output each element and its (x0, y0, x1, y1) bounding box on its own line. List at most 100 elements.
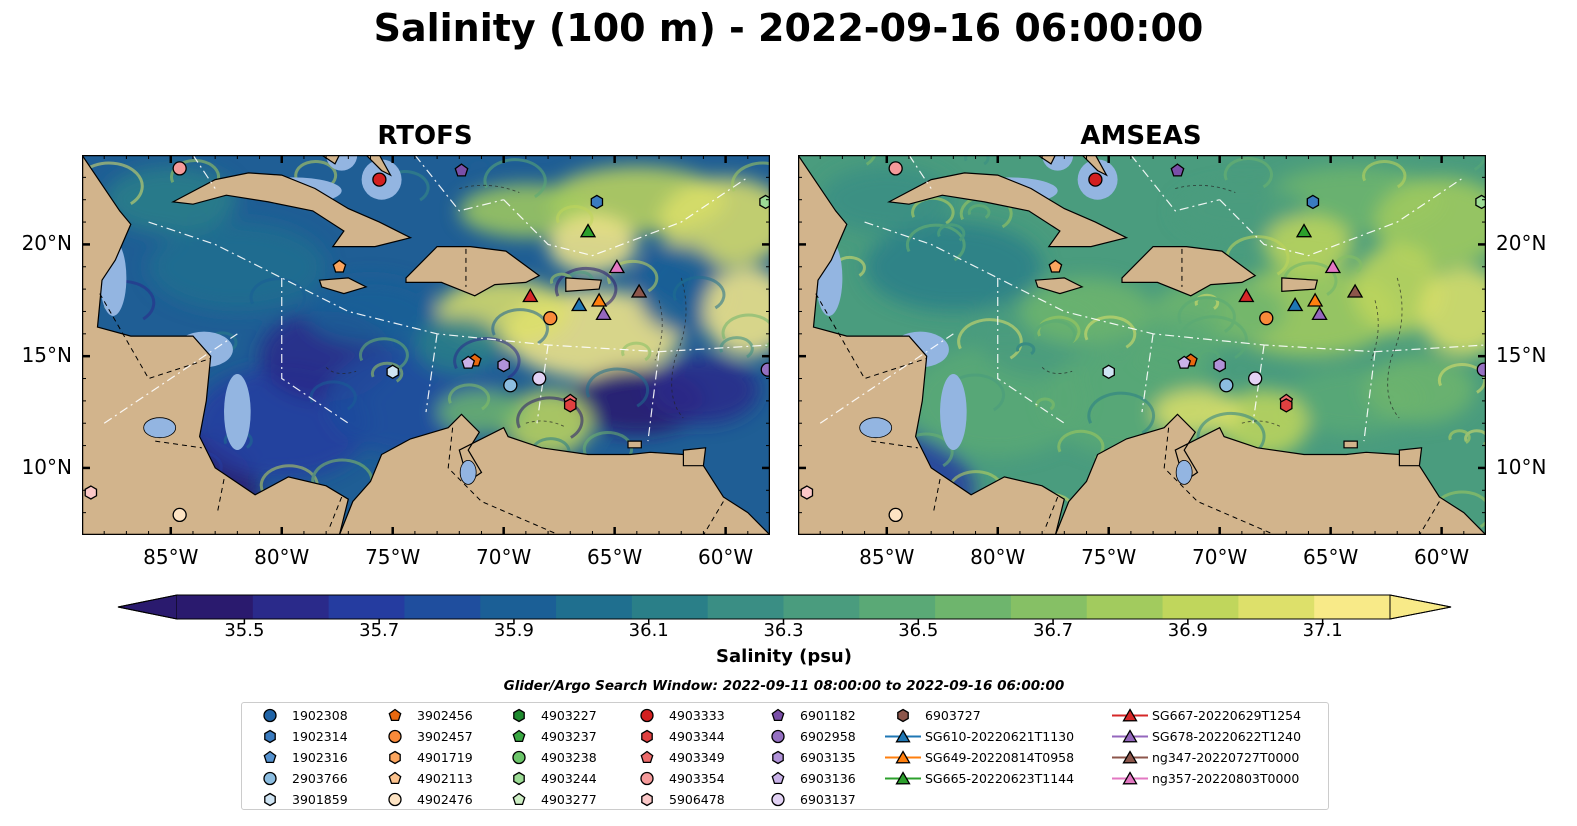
legend-marker (388, 771, 402, 785)
platform-legend: 1902308 1902314 1902316 2903766 3901859 39024… (241, 702, 1329, 810)
legend-label: 6902958 (800, 729, 856, 744)
legend-marker-icon (641, 792, 653, 807)
legend-marker-icon (512, 792, 526, 806)
legend-entry: 4903277 (499, 789, 597, 810)
legend-marker-icon (771, 792, 785, 807)
platform-marker-12 (1346, 283, 1364, 298)
x-tick-label: 70°W (476, 545, 532, 569)
legend-entry: 3901859 (250, 789, 348, 810)
legend-label: 3902456 (417, 708, 473, 723)
legend-marker (771, 729, 785, 744)
landmass (798, 155, 1486, 535)
legend-marker-icon (1112, 729, 1148, 743)
legend-marker-icon (388, 729, 402, 744)
legend-entry: ng347-20220727T0000 (1110, 747, 1299, 768)
legend-marker-icon (1112, 750, 1148, 764)
legend-label: 1902308 (292, 708, 348, 723)
colorbar-segment (859, 595, 936, 619)
legend-label: 4903333 (669, 708, 725, 723)
colorbar-tick-label: 36.1 (628, 620, 669, 641)
legend-label: 4902476 (417, 792, 473, 807)
y-tick-label-left: 20°N (21, 231, 72, 256)
colorbar-segment (177, 595, 254, 619)
platform-marker-5 (1048, 259, 1063, 273)
platform-marker-24 (888, 507, 903, 523)
legend-marker-icon (388, 792, 402, 807)
amseas-salinity-map[interactable] (798, 155, 1486, 535)
legend-marker-icon (513, 771, 525, 786)
platform-marker-15 (1177, 355, 1192, 369)
legend-marker (1122, 708, 1138, 722)
x-tick-label: 80°W (254, 545, 310, 569)
legend-label: 4903244 (541, 771, 597, 786)
legend-marker (640, 771, 654, 786)
platform-marker-15 (461, 355, 476, 369)
legend-entry: 4902476 (375, 789, 473, 810)
x-tick-label: 65°W (587, 545, 643, 569)
legend-marker (513, 708, 525, 723)
platform-marker-17 (386, 364, 399, 380)
legend-label: 6903137 (800, 792, 856, 807)
platform-marker-1 (1088, 172, 1103, 187)
legend-marker (512, 729, 526, 743)
legend-marker (512, 750, 526, 765)
legend-entry: 4903354 (627, 768, 725, 789)
legend-marker (263, 750, 277, 764)
legend-marker-icon (641, 729, 653, 744)
legend-label: 2903766 (292, 771, 348, 786)
colorbar-tick-label: 35.5 (224, 620, 265, 641)
x-tick-label: 65°W (1303, 545, 1359, 569)
colorbar-tick-label: 37.1 (1302, 620, 1343, 641)
legend-entry: 4903344 (627, 726, 725, 747)
legend-marker-icon (264, 792, 276, 807)
legend-marker-icon (388, 708, 402, 722)
platform-marker-13 (1259, 311, 1274, 326)
platform-marker-18 (1219, 378, 1234, 393)
legend-entry: 4903333 (627, 705, 725, 726)
legend-marker (263, 771, 277, 786)
x-tick-label: 70°W (1192, 545, 1248, 569)
colorbar-segment (480, 595, 557, 619)
colorbar-segment (252, 595, 330, 619)
colorbar-segment (1086, 595, 1164, 619)
y-tick-label-right: 15°N (1496, 343, 1547, 368)
colorbar-segment (1010, 595, 1088, 619)
platform-marker-22 (760, 362, 770, 377)
figure-title: Salinity (100 m) - 2022-09-16 06:00:00 (373, 6, 1204, 50)
legend-marker-icon (897, 708, 909, 723)
legend-entry: ng357-20220803T0000 (1110, 768, 1299, 789)
platform-marker-9 (570, 297, 588, 312)
legend-entry: SG678-20220622T1240 (1110, 726, 1301, 747)
platform-marker-9 (1286, 297, 1304, 312)
legend-label: SG678-20220622T1240 (1152, 729, 1302, 744)
legend-marker (1122, 771, 1138, 785)
legend-marker (1122, 729, 1138, 743)
legend-marker-icon (771, 771, 785, 785)
x-tick-label: 80°W (970, 545, 1026, 569)
colorbar-tick-label: 35.9 (493, 620, 534, 641)
rtofs-salinity-map[interactable] (82, 155, 770, 535)
legend-label: SG667-20220629T1254 (1152, 708, 1302, 723)
platform-marker-13 (543, 311, 558, 326)
legend-marker (513, 771, 525, 786)
platform-marker-3 (590, 194, 604, 210)
platform-marker-7 (608, 259, 626, 274)
legend-marker-icon (513, 708, 525, 723)
legend-label: 6901182 (800, 708, 856, 723)
colorbar-segment (783, 595, 860, 619)
legend-marker-icon (388, 771, 402, 785)
legend-entry: 6903137 (758, 789, 856, 810)
legend-marker (389, 750, 401, 765)
legend-entry: 4901719 (375, 747, 473, 768)
legend-marker (1122, 750, 1138, 764)
legend-label: 4903354 (669, 771, 725, 786)
legend-label: 4903237 (541, 729, 597, 744)
legend-entry: 4903227 (499, 705, 597, 726)
legend-entry: 6903135 (758, 747, 856, 768)
legend-label: SG610-20220621T1130 (925, 729, 1075, 744)
legend-label: 6903135 (800, 750, 856, 765)
legend-marker-icon (512, 750, 526, 765)
legend-entry: 6903136 (758, 768, 856, 789)
x-tick-label: 85°W (143, 545, 199, 569)
platform-marker-3 (1306, 194, 1320, 210)
